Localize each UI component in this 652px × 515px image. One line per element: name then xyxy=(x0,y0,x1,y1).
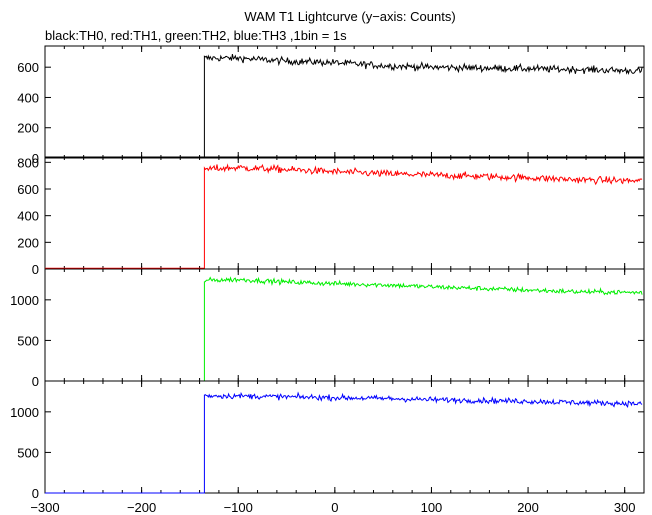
y-tick-label: 0 xyxy=(32,486,39,501)
series-line-th1 xyxy=(45,163,643,269)
y-tick-label: 0 xyxy=(32,262,39,277)
panel-frame-th1 xyxy=(44,156,645,270)
panel-frame-th3 xyxy=(44,380,645,494)
x-tick-label: 300 xyxy=(614,500,636,515)
y-tick-label: 800 xyxy=(17,155,39,170)
y-tick-label: 400 xyxy=(17,209,39,224)
panel-frame-th2 xyxy=(44,268,645,382)
chart-subtitle: black:TH0, red:TH1, green:TH2, blue:TH3 … xyxy=(45,28,347,43)
x-tick-label: −100 xyxy=(224,500,253,515)
x-tick-label: −200 xyxy=(127,500,156,515)
y-tick-label: 200 xyxy=(17,121,39,136)
series-line-th0 xyxy=(45,53,643,159)
series-line-th2 xyxy=(45,276,643,382)
chart-title: WAM T1 Lightcurve (y−axis: Counts) xyxy=(244,9,456,24)
x-tick-label: 0 xyxy=(331,500,338,515)
y-tick-label: 1000 xyxy=(10,405,39,420)
y-tick-label: 500 xyxy=(17,333,39,348)
y-tick-label: 0 xyxy=(32,374,39,389)
x-tick-label: 100 xyxy=(421,500,443,515)
panel-frame-th0 xyxy=(44,45,645,159)
x-tick-label: 200 xyxy=(517,500,539,515)
y-tick-label: 600 xyxy=(17,60,39,75)
y-tick-label: 400 xyxy=(17,90,39,105)
y-tick-label: 1000 xyxy=(10,293,39,308)
y-tick-label: 200 xyxy=(17,235,39,250)
y-tick-label: 0 xyxy=(32,151,39,166)
y-tick-label: 500 xyxy=(17,445,39,460)
series-line-th3 xyxy=(45,391,643,494)
x-tick-label: −300 xyxy=(30,500,59,515)
y-tick-label: 600 xyxy=(17,182,39,197)
